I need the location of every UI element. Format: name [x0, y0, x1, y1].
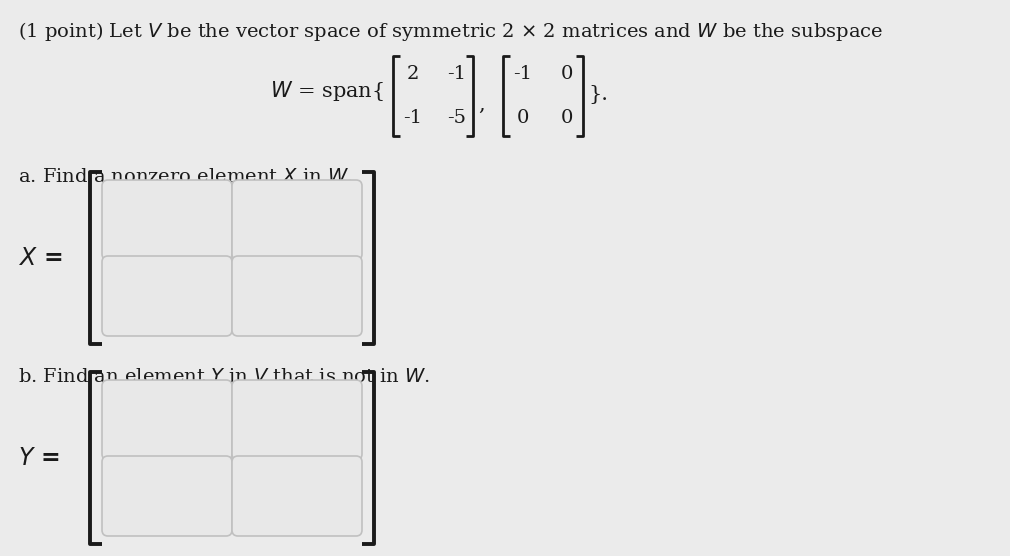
FancyBboxPatch shape [102, 180, 232, 260]
FancyBboxPatch shape [232, 180, 362, 260]
Text: (1 point) Let $\mathit{V}$ be the vector space of symmetric 2 $\times$ 2 matrice: (1 point) Let $\mathit{V}$ be the vector… [18, 20, 883, 43]
Text: 0: 0 [561, 109, 574, 127]
Text: }.: }. [588, 85, 608, 103]
FancyBboxPatch shape [102, 380, 232, 460]
Text: b. Find an element $\mathit{Y}$ in $\mathit{V}$ that is not in $\mathit{W}$.: b. Find an element $\mathit{Y}$ in $\mat… [18, 368, 430, 386]
Text: 0: 0 [561, 65, 574, 83]
Text: $\mathit{Y}$ =: $\mathit{Y}$ = [18, 446, 60, 470]
Text: -5: -5 [447, 109, 467, 127]
Text: -1: -1 [404, 109, 422, 127]
FancyBboxPatch shape [102, 456, 232, 536]
FancyBboxPatch shape [232, 456, 362, 536]
FancyBboxPatch shape [232, 256, 362, 336]
FancyBboxPatch shape [102, 256, 232, 336]
Text: -1: -1 [513, 65, 532, 83]
Text: $W$ = span{: $W$ = span{ [270, 79, 384, 103]
Text: -1: -1 [447, 65, 467, 83]
FancyBboxPatch shape [232, 380, 362, 460]
Text: ,: , [478, 95, 485, 113]
Text: $\mathit{X}$ =: $\mathit{X}$ = [18, 246, 63, 270]
Text: a. Find a nonzero element $\mathit{X}$ in $\mathit{W}$.: a. Find a nonzero element $\mathit{X}$ i… [18, 168, 352, 186]
Text: 0: 0 [517, 109, 529, 127]
Text: 2: 2 [407, 65, 419, 83]
